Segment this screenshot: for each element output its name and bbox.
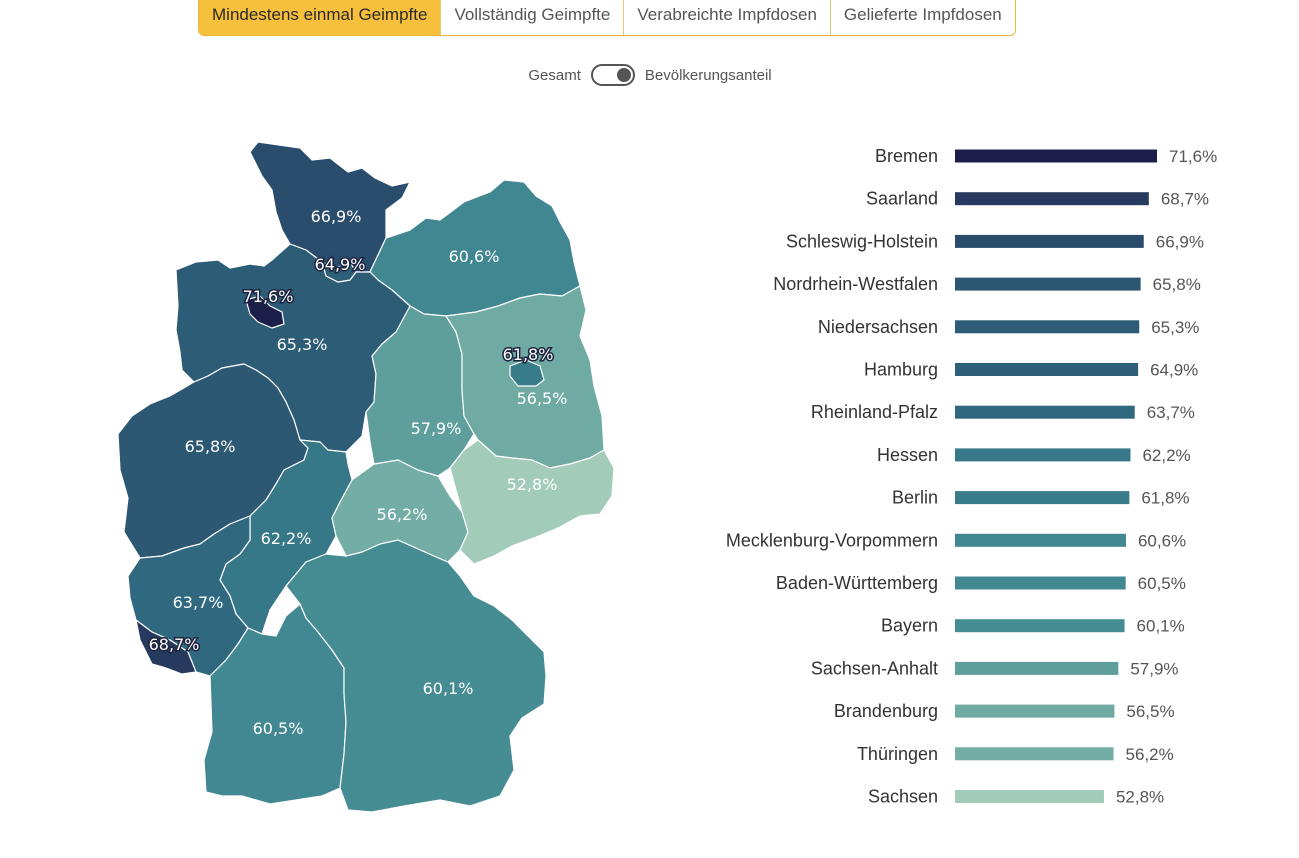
map-label-niedersachsen: 65,3%	[277, 335, 328, 354]
bar-value-sachsen: 52,8%	[1116, 788, 1164, 807]
map-label-saarland: 68,7%	[149, 635, 200, 654]
bar-saarland[interactable]	[955, 192, 1149, 206]
bar-rheinland-pfalz[interactable]	[955, 405, 1135, 419]
display-mode-toggle-row: Gesamt Bevölkerungsanteil	[0, 62, 1299, 88]
map-label-sachsen-anhalt: 57,9%	[411, 419, 462, 438]
bar-hamburg[interactable]	[955, 363, 1139, 376]
bar-value-schleswig-holstein: 66,9%	[1156, 232, 1204, 251]
map-region-bremen[interactable]	[245, 295, 285, 329]
bar-label-mecklenburg-vorpommern: Mecklenburg-Vorpommern	[726, 530, 938, 550]
map-region-saarland[interactable]	[135, 619, 197, 675]
bar-baden-wuerttemberg[interactable]	[955, 576, 1126, 590]
bar-value-brandenburg: 56,5%	[1126, 702, 1174, 721]
map-label-hessen: 62,2%	[261, 529, 312, 548]
bar-value-rheinland-pfalz: 63,7%	[1147, 403, 1195, 422]
bar-sachsen[interactable]	[955, 790, 1104, 803]
map-label-sachsen: 52,8%	[507, 475, 558, 494]
bar-bremen[interactable]	[955, 149, 1157, 163]
bar-label-saarland: Saarland	[866, 189, 938, 209]
state-bar-chart: Bremen 71,6% Saarland 68,7% Schleswig-Holste…	[726, 146, 1217, 807]
bar-label-sachsen-anhalt: Sachsen-Anhalt	[811, 658, 938, 678]
map-label-berlin: 61,8%	[503, 345, 554, 364]
map-label-mecklenburg-vorpommern: 60,6%	[449, 247, 500, 266]
bar-value-hessen: 62,2%	[1142, 446, 1190, 465]
toggle-label-population-share[interactable]: Bevölkerungsanteil	[644, 66, 772, 84]
bar-value-niedersachsen: 65,3%	[1151, 318, 1199, 337]
bar-thueringen[interactable]	[955, 747, 1114, 761]
bar-value-sachsen-anhalt: 57,9%	[1130, 659, 1178, 678]
bar-label-schleswig-holstein: Schleswig-Holstein	[786, 231, 938, 251]
bar-label-baden-wuerttemberg: Baden-Württemberg	[776, 573, 938, 593]
bar-value-bremen: 71,6%	[1169, 147, 1217, 166]
bar-value-hamburg: 64,9%	[1150, 361, 1198, 380]
germany-choropleth-map: 66,9% 60,6% 65,3% 65,8% 62,2% 63,7% 68,7% 60,5%…	[117, 141, 615, 813]
bar-sachsen-anhalt[interactable]	[955, 661, 1119, 675]
tab-administered-doses[interactable]: Verabreichte Impfdosen	[623, 0, 830, 35]
bar-brandenburg[interactable]	[955, 704, 1115, 718]
bar-berlin[interactable]	[955, 491, 1130, 505]
bar-value-nordrhein-westfalen: 65,8%	[1153, 275, 1201, 294]
map-label-rheinland-pfalz: 63,7%	[173, 593, 224, 612]
map-label-bremen: 71,6%	[243, 287, 294, 306]
bar-nordrhein-westfalen[interactable]	[955, 277, 1141, 291]
bar-value-baden-wuerttemberg: 60,5%	[1138, 574, 1186, 593]
bar-label-berlin: Berlin	[892, 488, 938, 508]
bar-label-hamburg: Hamburg	[864, 360, 938, 380]
bar-label-rheinland-pfalz: Rheinland-Pfalz	[811, 402, 938, 422]
bar-value-saarland: 68,7%	[1161, 190, 1209, 209]
bar-niedersachsen[interactable]	[955, 320, 1140, 334]
metric-tabs: Mindestens einmal Geimpfte Vollständig G…	[198, 0, 1016, 36]
bar-value-bayern: 60,1%	[1137, 617, 1185, 636]
bar-label-brandenburg: Brandenburg	[834, 701, 938, 721]
bar-label-niedersachsen: Niedersachsen	[818, 317, 938, 337]
bar-bayern[interactable]	[955, 619, 1125, 633]
map-region-hamburg[interactable]	[321, 261, 357, 283]
bar-label-nordrhein-westfalen: Nordrhein-Westfalen	[773, 274, 938, 294]
map-label-hamburg: 64,9%	[315, 255, 366, 274]
bar-hessen[interactable]	[955, 448, 1131, 462]
bar-label-hessen: Hessen	[877, 445, 938, 465]
map-label-thueringen: 56,2%	[377, 505, 428, 524]
bar-label-bayern: Bayern	[881, 616, 938, 636]
tab-first-dose[interactable]: Mindestens einmal Geimpfte	[199, 0, 441, 35]
tab-fully-vaccinated[interactable]: Vollständig Geimpfte	[440, 0, 623, 35]
map-label-bayern: 60,1%	[423, 679, 474, 698]
map-region-berlin[interactable]	[509, 359, 545, 387]
map-label-brandenburg: 56,5%	[517, 389, 568, 408]
bar-label-thueringen: Thüringen	[857, 744, 938, 764]
bar-label-bremen: Bremen	[875, 146, 938, 166]
bar-schleswig-holstein[interactable]	[955, 234, 1144, 248]
bar-value-mecklenburg-vorpommern: 60,6%	[1138, 531, 1186, 550]
map-label-schleswig-holstein: 66,9%	[311, 207, 362, 226]
bar-mecklenburg-vorpommern[interactable]	[955, 533, 1126, 547]
bar-value-thueringen: 56,2%	[1126, 745, 1174, 764]
map-label-baden-wuerttemberg: 60,5%	[253, 719, 304, 738]
toggle-label-total[interactable]: Gesamt	[528, 66, 581, 84]
bar-value-berlin: 61,8%	[1141, 489, 1189, 508]
map-label-nordrhein-westfalen: 65,8%	[185, 437, 236, 456]
map-region-sachsen[interactable]	[449, 439, 615, 565]
display-mode-switch[interactable]	[590, 64, 635, 86]
tab-delivered-doses[interactable]: Gelieferte Impfdosen	[829, 0, 1015, 35]
switch-knob	[616, 68, 631, 82]
bar-label-sachsen: Sachsen	[868, 787, 938, 807]
